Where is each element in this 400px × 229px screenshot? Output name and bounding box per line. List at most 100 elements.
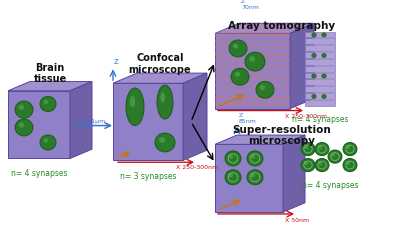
Polygon shape [290,24,314,109]
Text: X 50nm: X 50nm [285,217,309,222]
Circle shape [322,54,326,58]
Circle shape [225,151,241,166]
Polygon shape [215,34,290,38]
Polygon shape [305,32,335,38]
Polygon shape [215,65,290,69]
Polygon shape [215,84,290,88]
Circle shape [250,154,255,159]
Circle shape [315,143,329,156]
Text: Z
70nm: Z 70nm [241,0,259,10]
Ellipse shape [126,89,144,126]
Polygon shape [215,24,242,34]
Circle shape [312,95,316,99]
Text: 0-5-1μm: 0-5-1μm [80,118,106,123]
Polygon shape [305,94,335,100]
Circle shape [250,173,255,178]
Polygon shape [283,136,305,212]
Polygon shape [8,82,92,91]
Polygon shape [183,74,207,161]
Circle shape [343,159,357,172]
Polygon shape [228,24,255,34]
Circle shape [346,146,350,150]
Polygon shape [215,47,290,50]
Circle shape [235,72,240,77]
Text: Z: Z [114,59,119,65]
Circle shape [225,170,241,185]
Polygon shape [305,101,335,106]
Circle shape [40,97,56,112]
Circle shape [312,54,316,58]
Polygon shape [70,82,92,159]
Circle shape [301,159,315,172]
Polygon shape [252,24,280,34]
Text: Brain
tissue: Brain tissue [33,62,67,84]
Text: Confocal
microscope: Confocal microscope [129,53,191,74]
Circle shape [229,41,247,58]
Text: Z
85nm: Z 85nm [239,112,257,123]
Circle shape [346,161,350,166]
Circle shape [228,173,233,178]
Polygon shape [305,39,335,45]
Circle shape [322,95,326,99]
Circle shape [43,100,48,105]
Circle shape [19,105,24,110]
Text: X 250-300nm: X 250-300nm [285,114,327,119]
Circle shape [312,75,316,79]
Circle shape [15,102,33,119]
Text: n= 4 synapses: n= 4 synapses [11,168,67,177]
Polygon shape [215,59,290,63]
Circle shape [304,146,308,150]
Polygon shape [305,53,335,59]
Polygon shape [265,24,292,34]
Circle shape [304,161,308,166]
Circle shape [318,161,322,166]
Polygon shape [215,34,290,109]
Polygon shape [215,145,283,212]
Polygon shape [305,87,335,93]
Polygon shape [8,91,70,159]
Circle shape [322,34,326,38]
Polygon shape [305,80,335,86]
Circle shape [249,57,255,63]
Circle shape [256,82,274,99]
Circle shape [228,154,233,159]
Circle shape [260,86,265,91]
Ellipse shape [160,93,165,103]
Polygon shape [305,66,335,72]
Circle shape [233,44,238,49]
Polygon shape [215,136,305,145]
Polygon shape [284,24,311,34]
Polygon shape [215,24,314,34]
Circle shape [15,120,33,136]
Ellipse shape [157,86,173,120]
Polygon shape [259,24,286,34]
Circle shape [155,134,175,152]
Polygon shape [305,60,335,65]
Polygon shape [113,84,183,161]
Polygon shape [246,24,273,34]
Polygon shape [215,72,290,75]
Polygon shape [305,46,335,52]
Circle shape [247,170,263,185]
Circle shape [318,146,322,150]
Polygon shape [215,90,290,94]
Polygon shape [240,24,267,34]
Ellipse shape [130,96,135,108]
Polygon shape [113,74,207,84]
Circle shape [301,143,315,156]
Polygon shape [215,78,290,81]
Polygon shape [271,24,298,34]
Circle shape [19,123,24,128]
Circle shape [43,139,48,143]
Polygon shape [215,103,290,106]
Circle shape [328,150,342,164]
Polygon shape [278,24,305,34]
Polygon shape [221,24,248,34]
Circle shape [343,143,357,156]
Circle shape [231,69,249,86]
Text: n= 4 synapses: n= 4 synapses [292,115,348,124]
Polygon shape [305,73,335,79]
Polygon shape [215,97,290,100]
Text: Super-resolution
microscopy: Super-resolution microscopy [233,124,331,146]
Text: Array tomography: Array tomography [228,21,336,31]
